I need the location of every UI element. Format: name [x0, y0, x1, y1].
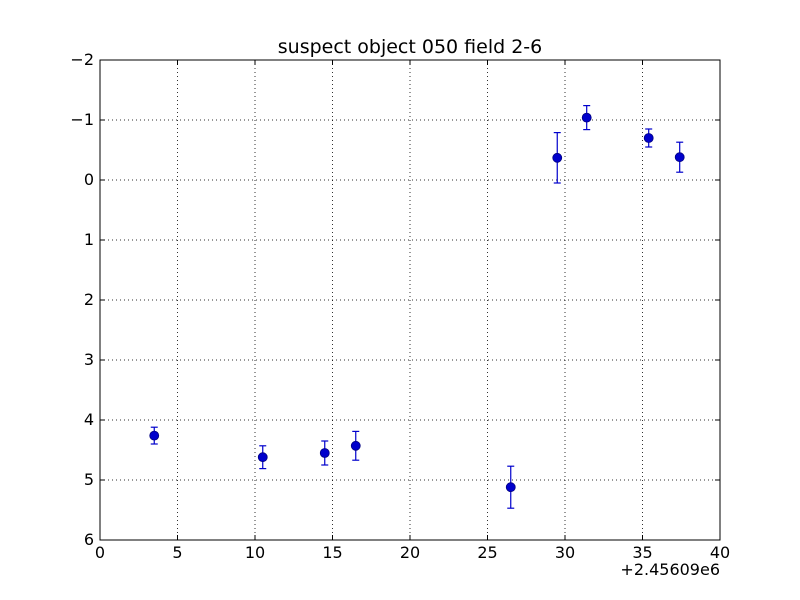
data-point: [505, 482, 516, 493]
y-tick-label: 2: [84, 290, 94, 309]
y-tick-label: 4: [84, 410, 94, 429]
y-tick-label: −1: [70, 110, 94, 129]
x-tick-label: 15: [322, 543, 342, 562]
x-tick-label: 0: [95, 543, 105, 562]
y-tick-label: 0: [84, 170, 94, 189]
x-tick-label: 35: [632, 543, 652, 562]
x-tick-label: 20: [400, 543, 420, 562]
y-tick-label: −2: [70, 50, 94, 69]
data-point: [350, 440, 361, 451]
y-tick-label: 5: [84, 470, 94, 489]
x-tick-label: 30: [555, 543, 575, 562]
axis-ticks: [99, 59, 721, 541]
x-tick-label: 25: [477, 543, 497, 562]
y-tick-label: 3: [84, 350, 94, 369]
chart-title: suspect object 050 field 2-6: [278, 36, 543, 58]
data-point: [319, 448, 330, 458]
y-tick-label: 6: [84, 530, 94, 549]
data-point: [643, 133, 654, 143]
y-tick-label: 1: [84, 230, 94, 249]
data-point: [257, 452, 268, 463]
data-point: [674, 152, 685, 163]
data-point: [552, 152, 563, 163]
x-tick-label: 5: [172, 543, 182, 562]
tick-labels: 0 5 10 15 20 25 30 35 40 −2 −1 0 1 2 3 4 5 6: [70, 50, 730, 562]
data-point: [581, 112, 592, 123]
data-point: [149, 430, 160, 441]
data-points: [149, 104, 685, 509]
grid: [100, 60, 720, 540]
x-tick-label: 40: [710, 543, 730, 562]
x-offset-label: +2.45609e6: [620, 560, 720, 579]
x-tick-label: 10: [245, 543, 265, 562]
